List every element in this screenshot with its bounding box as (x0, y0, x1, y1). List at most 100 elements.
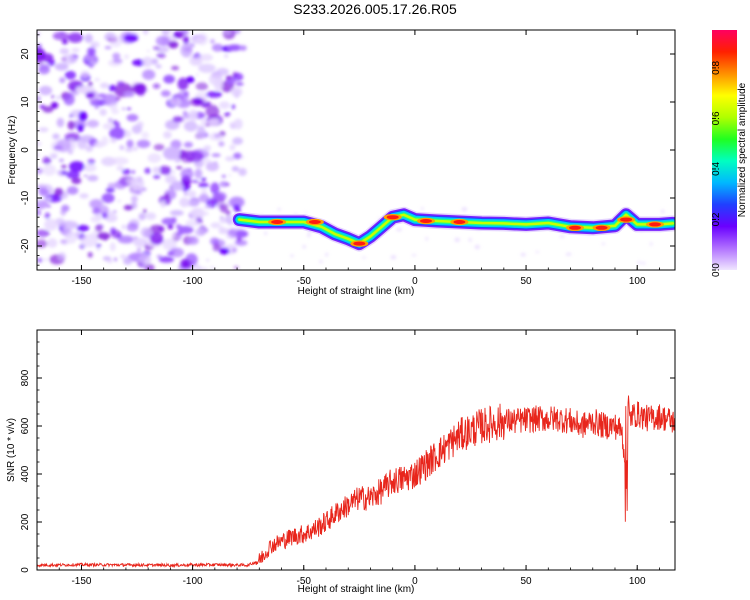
noise-speck (474, 244, 480, 250)
noise-blob (69, 161, 85, 172)
noise-blob (153, 174, 161, 179)
noise-blob (198, 182, 209, 188)
ridge-peak (569, 225, 581, 230)
noise-blob (130, 176, 145, 191)
noise-blob (190, 207, 205, 219)
noise-blob (99, 108, 107, 116)
noise-speck (319, 260, 323, 263)
noise-blob (144, 167, 151, 174)
noise-blob (207, 118, 220, 126)
noise-blob (186, 76, 195, 83)
noise-blob (49, 152, 58, 158)
snr-y-tick-label: 600 (20, 417, 31, 434)
noise-blob (210, 39, 215, 44)
snr-y-tick-label: 800 (20, 369, 31, 386)
noise-blob (204, 211, 209, 216)
noise-blob (219, 101, 230, 109)
snr-x-axis-label: Height of straight line (km) (298, 584, 415, 595)
noise-blob (163, 146, 181, 160)
noise-blob (153, 46, 160, 50)
noise-blob (41, 53, 54, 63)
noise-blob (37, 198, 42, 202)
noise-blob (133, 237, 148, 248)
noise-blob (126, 114, 139, 122)
noise-speck (390, 255, 397, 260)
noise-blob (39, 85, 53, 96)
colorbar-tick-label: 0.8 (711, 61, 722, 75)
noise-speck (661, 209, 665, 214)
noise-blob (42, 156, 52, 165)
noise-blob (174, 158, 181, 163)
noise-blob (161, 217, 177, 226)
noise-blob (60, 239, 68, 244)
noise-blob (182, 36, 190, 44)
noise-blob (211, 43, 224, 52)
noise-blob (162, 238, 177, 251)
snr-x-tick-label: 0 (412, 576, 418, 587)
noise-blob (80, 70, 90, 79)
spectrogram-x-tick-label: 100 (629, 276, 646, 287)
noise-blob (142, 30, 149, 35)
noise-blob (177, 225, 194, 234)
noise-blob (165, 175, 177, 184)
noise-blob (163, 131, 172, 139)
noise-blob (224, 114, 229, 117)
noise-speck (302, 245, 306, 249)
noise-blob (195, 168, 203, 179)
noise-blob (191, 179, 200, 183)
spectrogram-y-axis-label: Frequency (Hz) (7, 116, 18, 185)
noise-blob (138, 212, 146, 221)
noise-blob (198, 193, 210, 203)
noise-blob (112, 120, 118, 125)
noise-blob (130, 195, 138, 203)
noise-speck (305, 211, 308, 214)
noise-speck (396, 227, 402, 232)
noise-blob (113, 257, 118, 262)
noise-blob (171, 65, 180, 71)
noise-blob (219, 181, 229, 188)
noise-blob (210, 182, 220, 195)
noise-blob (42, 258, 49, 262)
ridge-peak (649, 222, 661, 227)
noise-speck (535, 251, 540, 253)
noise-blob (52, 31, 69, 41)
noise-blob (193, 57, 203, 66)
noise-blob (67, 32, 84, 43)
noise-blob (78, 111, 88, 122)
ridge-peak (595, 225, 608, 230)
noise-blob (147, 153, 162, 163)
noise-blob (42, 106, 54, 113)
noise-blob (183, 90, 189, 98)
noise-blob (185, 219, 200, 227)
noise-blob (201, 188, 208, 196)
noise-blob (239, 45, 247, 51)
spectrogram-x-ticks: -150 -100 -50 0 50 100 (36, 30, 660, 287)
noise-blob (183, 191, 188, 196)
noise-blob (208, 73, 224, 86)
noise-blob (65, 170, 80, 179)
noise-blob (83, 164, 97, 172)
spectrogram-x-tick-label: -150 (71, 276, 91, 287)
snr-x-tick-label: 100 (629, 576, 646, 587)
noise-blob (103, 100, 108, 104)
noise-blob (233, 72, 244, 82)
noise-blob (155, 35, 170, 47)
noise-blob (226, 44, 243, 51)
noise-blob (230, 86, 243, 97)
noise-blob (123, 130, 132, 138)
noise-blob (206, 258, 210, 262)
noise-blob (153, 144, 165, 151)
colorbar-label: Normalized spectral amplitude (737, 82, 748, 217)
noise-speck (264, 231, 268, 235)
noise-blob (125, 147, 134, 153)
noise-blob (126, 107, 132, 110)
noise-blob (233, 204, 241, 212)
noise-blob (233, 152, 242, 160)
noise-blob (148, 243, 155, 248)
noise-blob (121, 168, 131, 175)
noise-speck (637, 260, 641, 265)
noise-blob (89, 60, 97, 64)
noise-blob (47, 238, 58, 248)
noise-blob (144, 263, 155, 270)
noise-blob (37, 153, 40, 157)
